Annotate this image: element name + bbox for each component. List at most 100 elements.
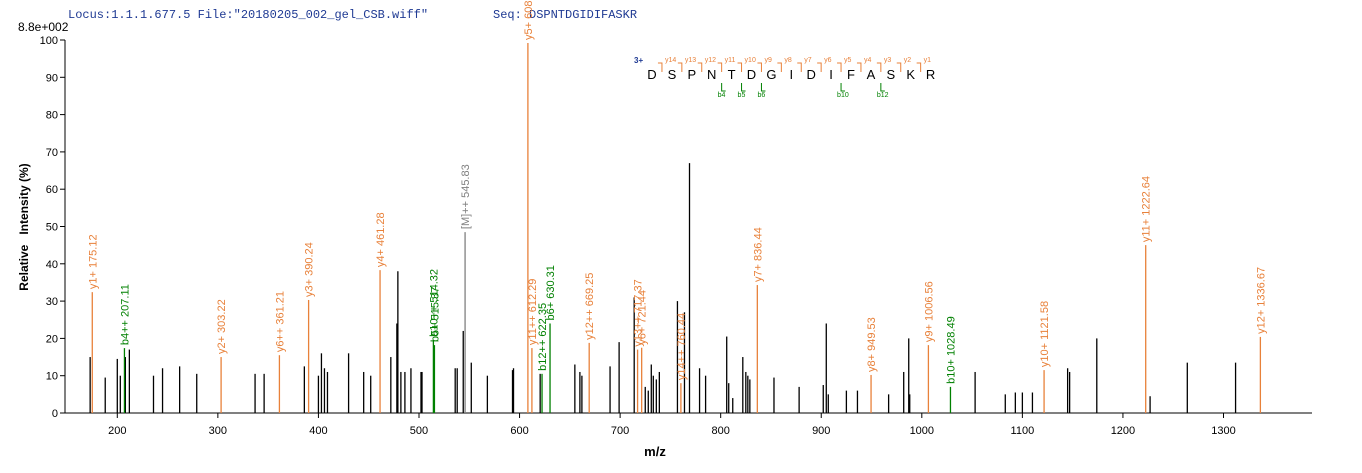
y-ion-bracket [876,62,882,72]
y-ion-label: y7 [804,57,812,64]
peak-label: y8+ 949.53 [866,317,878,372]
locus-header: Locus:1.1.1.677.5 File:"20180205_002_gel… [68,8,428,22]
y-ion-bracket [757,62,762,72]
y-tick-label: 80 [46,110,58,122]
y-tick-label: 40 [46,259,58,271]
y-ion-label: y12 [705,57,716,64]
y-tick-label: 100 [40,35,58,47]
y-ion-bracket [657,62,663,72]
residue: R [926,67,935,82]
y-ion-label: y2 [904,57,912,64]
peak-label: y7+ 836.44 [752,227,764,282]
y-ion-label: y9 [764,57,772,64]
x-tick-label: 300 [209,425,227,437]
residue: I [789,67,793,82]
charge: 3+ [634,56,643,65]
y-tick-label: 70 [46,147,58,159]
b-ion-bracket [741,83,746,92]
residue: A [867,67,876,82]
b-ion-label: b5 [738,92,746,99]
y-ion-bracket [856,62,862,72]
b-ion-label: b4 [718,92,726,99]
y-ion-label: y13 [685,57,696,64]
peak-label: y13++ 717.37 [633,279,645,346]
peak-label: y4+ 461.28 [375,212,387,267]
residue: D [747,67,756,82]
x-tick-label: 800 [712,425,730,437]
b-ion-label: b10 [837,92,849,99]
residue: D [647,67,656,82]
y-ion-label: y1 [924,57,932,64]
x-tick-label: 1200 [1111,425,1135,437]
y-ion-label: y11 [725,57,736,64]
y-ion-label: y5 [844,57,852,64]
residue: S [886,67,895,82]
y-ion-bracket [717,62,723,72]
peak-label: y12++ 669.25 [584,273,596,340]
peak-label: y10+ 1121.58 [1039,301,1051,367]
residue: P [687,67,696,82]
peak-label: y6++ 361.21 [274,291,286,352]
y-ion-label: y6 [824,57,832,64]
peak-label: y11++ 612.29 [527,279,539,345]
y-ion-bracket [837,62,842,72]
peak-label: y5+ 608.3 [523,0,535,40]
y-tick-label: 50 [46,222,58,234]
y-ion-bracket [737,62,743,72]
max-intensity: 8.8e+002 [18,20,69,34]
y-ion-label: y4 [864,57,872,64]
b-ion-label: b6 [757,92,765,99]
x-tick-label: 1100 [1011,425,1035,437]
y-ion-label: y3 [884,57,892,64]
residue: K [906,67,915,82]
peak-label: [M]++ 545.83 [460,164,472,229]
peak-label: y14++ 760.44 [676,313,688,380]
y-ion-label: y8 [784,57,792,64]
y-tick-label: 90 [46,72,58,84]
peak-label: y6+ 721.44 [637,290,649,345]
peak-label: b4++ 207.11 [119,284,131,345]
residue: T [728,67,736,82]
x-tick-label: 600 [510,425,528,437]
peak-label: y2+ 303.22 [216,299,228,354]
x-axis-label: m/z [644,444,666,459]
seq-header: Seq: DSPNTDGIDIFASKR [493,8,637,22]
peak-label: y3+ 390.24 [304,242,316,297]
residue: S [668,67,677,82]
peak-label: y11+ 1222.64 [1141,176,1153,242]
y-ion-bracket [916,62,922,72]
y-ion-bracket [817,62,822,72]
y-ion-bracket [797,62,802,72]
y-ion-bracket [896,62,902,72]
b-ion-bracket [760,83,766,92]
peak-label: b12++ 622.35 [537,303,549,371]
peak-label: b10++ 514.32 [428,269,440,337]
y-tick-label: 30 [46,296,58,308]
residue: D [807,67,816,82]
peak-label: y12+ 1336.67 [1255,267,1267,334]
peak-label: b5+ 515.37 [429,287,441,342]
y-ion-bracket [697,62,703,72]
y-tick-label: 0 [52,408,58,420]
b-ion-bracket [840,83,846,92]
peak-label: y9+ 1006.56 [923,281,935,342]
x-tick-label: 900 [812,425,830,437]
y-tick-label: 60 [46,184,58,196]
residue: I [829,67,833,82]
x-tick-label: 700 [611,425,629,437]
x-tick-label: 200 [108,425,126,437]
peak-label: b10+ 1028.49 [945,316,957,384]
residue: F [847,67,855,82]
y-tick-label: 20 [46,333,58,345]
x-tick-label: 1300 [1211,425,1235,437]
y-axis-label: Relative Intensity (%) [17,163,31,290]
y-ion-bracket [777,62,782,72]
y-ion-bracket [677,62,683,72]
b-ion-bracket [721,83,726,92]
peak-label: y1+ 175.12 [87,234,99,289]
residue: G [766,67,776,82]
b-ion-bracket [880,83,885,92]
x-tick-label: 500 [410,425,428,437]
y-ion-label: y10 [745,57,756,64]
